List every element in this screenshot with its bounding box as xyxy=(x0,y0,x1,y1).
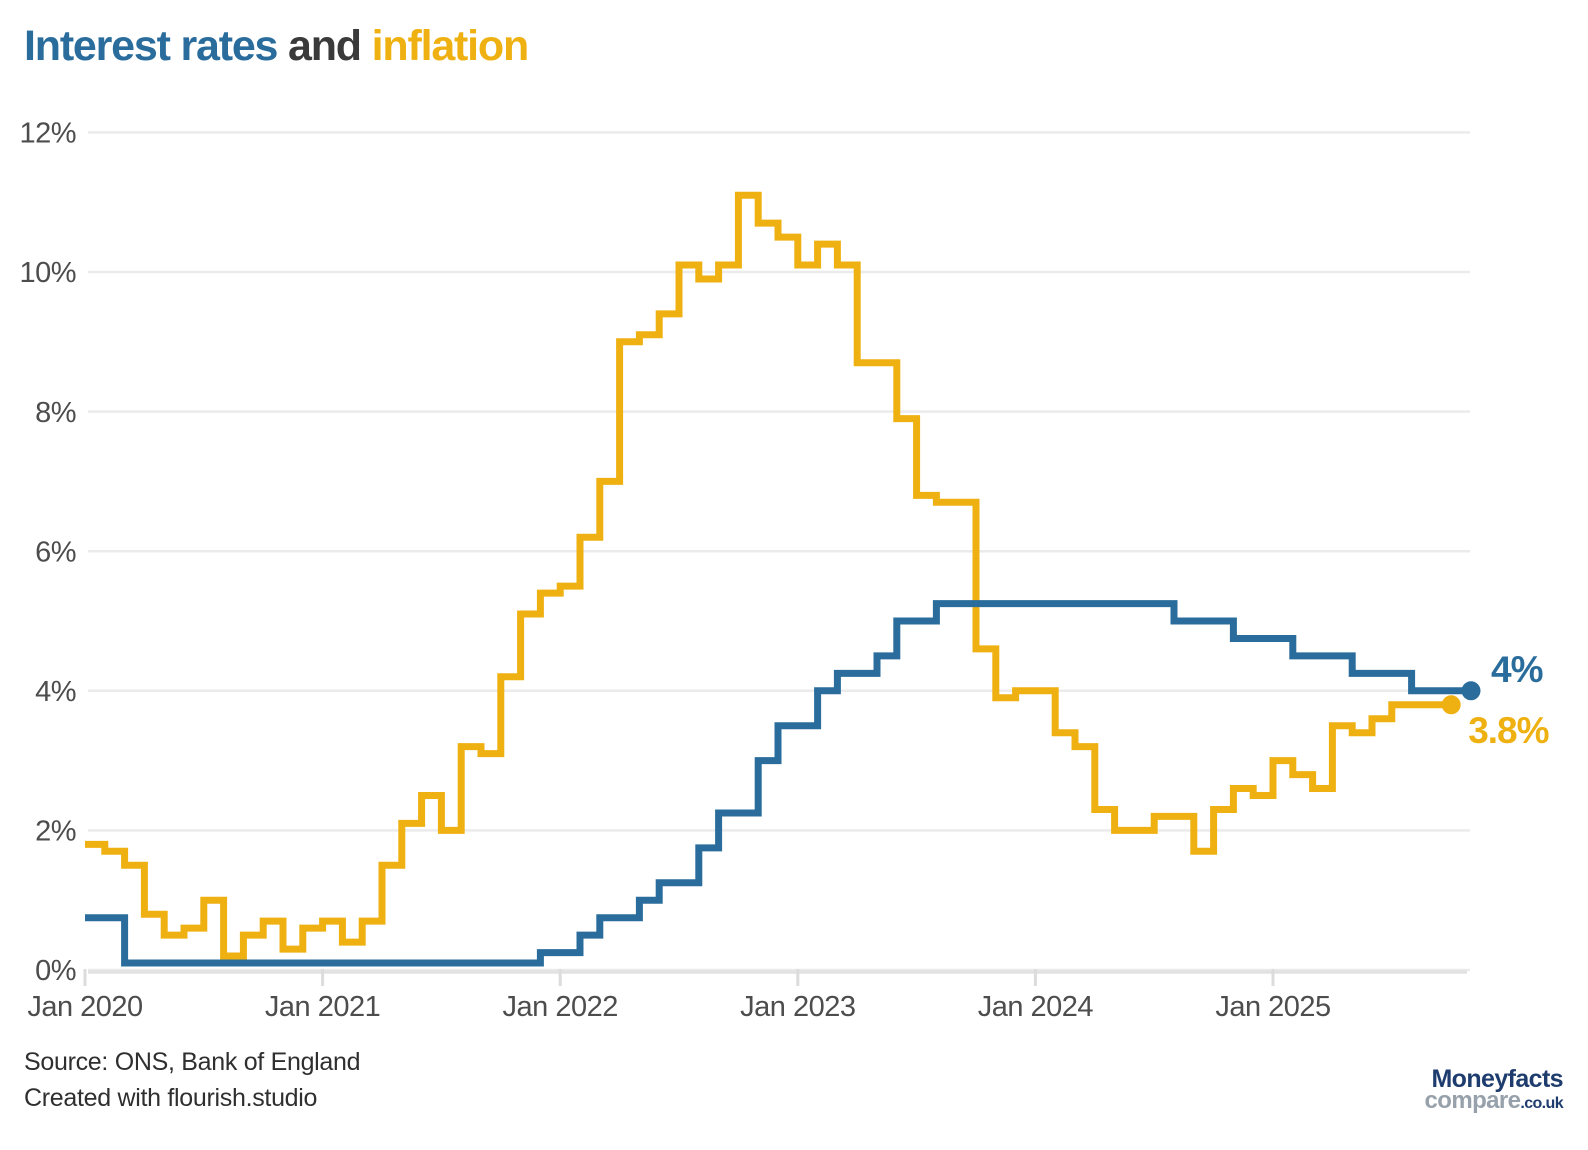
interest-rates-end-dot xyxy=(1461,681,1481,701)
x-axis-tick-label: Jan 2025 xyxy=(1215,991,1330,1023)
logo-moneyfacts-text: Moneyfacts xyxy=(1431,1065,1563,1093)
x-axis-tick-label: Jan 2021 xyxy=(265,991,380,1023)
inflation-end-dot xyxy=(1441,695,1461,715)
chart-footer: Source: ONS, Bank of England Created wit… xyxy=(24,1044,361,1116)
x-axis-tick-label: Jan 2020 xyxy=(27,991,142,1023)
page-title: Interest rates and inflation xyxy=(24,22,530,71)
logo-couk-text: .co.uk xyxy=(1520,1095,1563,1112)
interest-rates-end-label: 4% xyxy=(1491,649,1543,690)
x-axis-tick-label: Jan 2022 xyxy=(503,991,618,1023)
y-axis-tick-label: 2% xyxy=(35,816,76,848)
inflation-end-label: 3.8% xyxy=(1468,710,1548,751)
moneyfacts-logo: Moneyfacts compare.co.uk xyxy=(1424,1065,1564,1115)
inflation-line xyxy=(85,191,1452,960)
title-interest-rates: Interest rates xyxy=(24,22,278,70)
y-axis-tick-label: 6% xyxy=(35,536,76,568)
title-and: and xyxy=(288,22,362,70)
logo-compare-line: compare.co.uk xyxy=(1424,1087,1564,1115)
source-note: Source: ONS, Bank of England xyxy=(24,1048,361,1076)
created-with-note: Created with flourish.studio xyxy=(24,1084,318,1112)
y-axis-tick-label: 12% xyxy=(19,118,76,150)
y-axis-tick-label: 0% xyxy=(35,955,76,987)
y-axis-tick-label: 8% xyxy=(35,397,76,429)
logo-compare-text: compare xyxy=(1424,1087,1521,1114)
interest-rates-line xyxy=(85,600,1471,967)
x-axis-tick-label: Jan 2023 xyxy=(740,991,855,1023)
y-axis-tick-label: 10% xyxy=(19,257,76,289)
step-line-chart: 0% 2% 4% 6% 8% 10% 12% Jan 2020 Jan 2021 Jan 2022… xyxy=(19,118,1549,1023)
x-axis-tick-label: Jan 2024 xyxy=(978,991,1094,1023)
y-axis-tick-label: 4% xyxy=(35,676,76,708)
title-inflation: inflation xyxy=(371,22,530,70)
